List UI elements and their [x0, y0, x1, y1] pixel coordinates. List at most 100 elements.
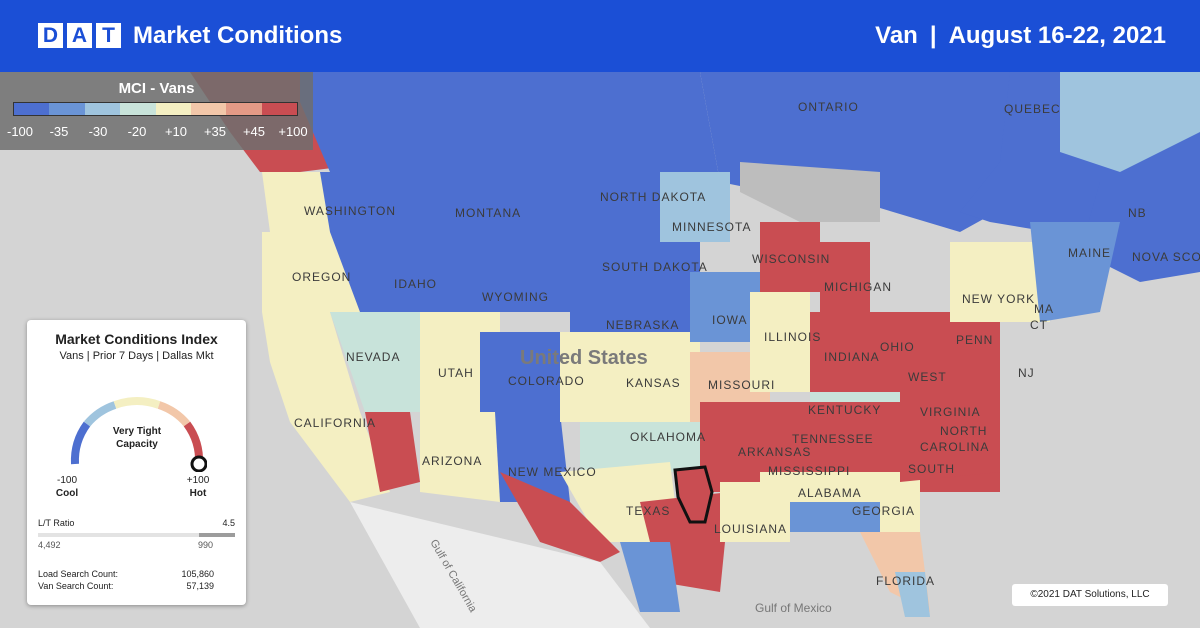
region-oregon [262, 232, 360, 312]
region-idaho-montana [320, 172, 570, 312]
region-label: MISSISSIPPI [768, 464, 851, 478]
region-label: MISSOURI [708, 378, 776, 392]
legend-swatch [49, 103, 85, 115]
lt-counts-row: 4,492 990 [38, 540, 235, 550]
region-nevada [330, 312, 420, 412]
gauge-label-line1: Very Tight [112, 426, 162, 437]
region-south-texas [620, 542, 680, 612]
legend-ticks: -100 -35 -30 -20 +10 +35 +45 +100 [0, 124, 313, 140]
legend-swatch [261, 103, 297, 115]
legend-swatch [190, 103, 227, 115]
region-mexico [350, 502, 650, 628]
region-label: NEW YORK [962, 292, 1036, 306]
mci-card: Market Conditions Index Vans | Prior 7 D… [27, 320, 246, 605]
region-label: WISCONSIN [752, 252, 831, 266]
logo-letter: A [67, 23, 92, 48]
legend-swatch [120, 103, 156, 115]
region-label: TENNESSEE [792, 432, 874, 446]
header-title: Market Conditions [133, 22, 343, 49]
region-label: MONTANA [455, 206, 522, 220]
region-label: OREGON [292, 270, 352, 284]
region-illinois [750, 292, 810, 392]
gauge-arc-cool [70, 421, 91, 465]
region-iowa [690, 272, 760, 342]
region-label: OKLAHOMA [630, 430, 707, 444]
region-florida-south [895, 572, 930, 617]
region-label: VIRGINIA [920, 405, 981, 419]
gauge-min-value: -100 [56, 475, 77, 486]
region-california [262, 312, 390, 502]
region-label: CALIFORNIA [294, 416, 377, 430]
van-search-label: Van Search Count: [38, 581, 114, 591]
gauge-min-label: Cool [55, 488, 79, 499]
region-label: CT [1030, 318, 1048, 332]
copyright: ©2021 DAT Solutions, LLC [1012, 584, 1168, 606]
region-border [500, 472, 620, 562]
region-label: IDAHO [394, 277, 438, 291]
region-socal [365, 412, 420, 492]
legend-title: MCI - Vans [118, 80, 195, 97]
legend-tick: +10 [164, 124, 188, 139]
legend-tick: -35 [49, 124, 69, 139]
region-label: WEST [908, 370, 947, 384]
region-label: ONTARIO [798, 100, 859, 114]
dallas-market-outline[interactable] [673, 465, 714, 524]
load-count: 4,492 [38, 540, 61, 550]
region-label: PENN [956, 333, 994, 347]
gauge-label-line2: Capacity [116, 439, 158, 450]
region-label: NEBRASKA [606, 318, 680, 332]
region-label: ILLINOIS [764, 330, 822, 344]
legend-tick: -20 [127, 124, 147, 139]
truck-count: 990 [197, 540, 213, 550]
van-search-value: 57,139 [186, 581, 214, 591]
lt-ratio-label: L/T Ratio [38, 518, 75, 528]
region-label: OHIO [880, 340, 915, 354]
region-carolinas [900, 402, 1000, 482]
lt-ratio-fill [199, 533, 235, 537]
logo-letter: T [96, 23, 121, 48]
card-title: Market Conditions Index [55, 331, 218, 347]
region-michigan [820, 242, 870, 312]
region-label: NORTH DAKOTA [600, 190, 707, 204]
legend-tick: +45 [242, 124, 266, 139]
region-new-york [950, 242, 1050, 322]
lt-ratio-value: 4.5 [222, 518, 235, 528]
dat-logo: D A T [38, 23, 121, 48]
region-label: KANSAS [626, 376, 681, 390]
country-label: United States [520, 347, 648, 369]
gauge-arc-warm [157, 401, 191, 427]
header-bar: D A T Market Conditions Van | August 16-… [0, 0, 1200, 72]
region-label: ALABAMA [798, 486, 862, 500]
load-search-label: Load Search Count: [38, 569, 119, 579]
equipment-type: Van [875, 22, 918, 49]
gauge-max: +100 Hot [178, 474, 218, 500]
region-label: GEORGIA [852, 504, 916, 518]
legend-color-bar [13, 102, 298, 116]
region-kansas [560, 332, 700, 422]
region-louisiana [720, 482, 790, 542]
legend-tick: +35 [203, 124, 227, 139]
card-subtitle: Vans | Prior 7 Days | Dallas Mkt [59, 350, 214, 362]
gauge-max-label: Hot [189, 488, 207, 499]
region-label: WASHINGTON [304, 204, 397, 218]
region-oklahoma [580, 422, 720, 472]
region-label: MINNESOTA [672, 220, 752, 234]
lt-ratio-row: L/T Ratio 4.5 [38, 518, 235, 528]
region-quebec-east [1060, 72, 1200, 172]
region-label: NOVA SCO [1132, 250, 1200, 264]
region-label: SOUTH [908, 462, 955, 476]
region-label: UTAH [438, 366, 474, 380]
region-canada-west [300, 72, 720, 182]
mci-gauge [70, 397, 207, 472]
legend-tick: -30 [88, 124, 108, 139]
mci-legend: MCI - Vans -100 -35 -30 -20 +10 +35 +45 +100 [0, 72, 313, 150]
region-minnesota [660, 172, 730, 242]
region-colorado [480, 332, 560, 412]
date-range: August 16-22, 2021 [948, 22, 1166, 49]
region-label: CAROLINA [920, 440, 990, 454]
logo-letter: D [38, 23, 63, 48]
region-label: FLORIDA [876, 574, 936, 588]
region-label: LOUISIANA [714, 522, 788, 536]
region-label: ARKANSAS [738, 445, 812, 459]
region-label: SOUTH DAKOTA [602, 260, 708, 274]
